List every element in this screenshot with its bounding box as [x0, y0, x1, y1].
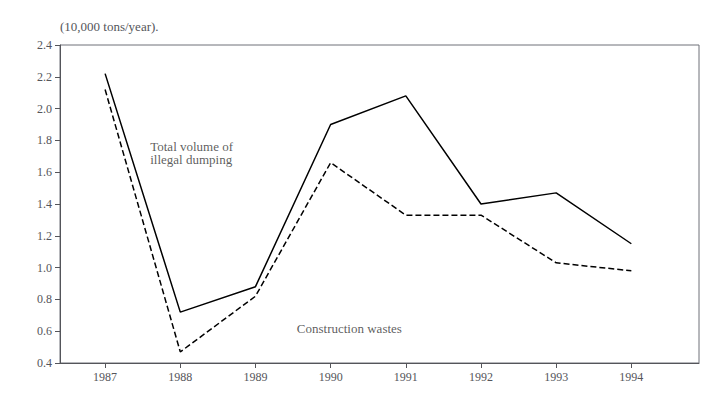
- svg-text:1991: 1991: [394, 370, 418, 384]
- svg-text:1.8: 1.8: [37, 133, 52, 147]
- svg-text:1.0: 1.0: [37, 261, 52, 275]
- svg-text:1.4: 1.4: [37, 197, 52, 211]
- svg-text:1.6: 1.6: [37, 165, 52, 179]
- svg-text:1988: 1988: [168, 370, 192, 384]
- svg-text:0.8: 0.8: [37, 292, 52, 306]
- svg-text:illegal dumping: illegal dumping: [150, 152, 232, 167]
- svg-text:1993: 1993: [544, 370, 568, 384]
- svg-text:1987: 1987: [93, 370, 117, 384]
- svg-text:1994: 1994: [619, 370, 643, 384]
- svg-text:2.2: 2.2: [37, 70, 52, 84]
- svg-text:0.6: 0.6: [37, 324, 52, 338]
- svg-text:1990: 1990: [319, 370, 343, 384]
- svg-text:1992: 1992: [469, 370, 493, 384]
- svg-text:0.4: 0.4: [37, 356, 52, 370]
- svg-text:(10,000 tons/year).: (10,000 tons/year).: [60, 19, 159, 34]
- svg-text:Total volume of: Total volume of: [150, 139, 234, 155]
- svg-text:2.0: 2.0: [37, 102, 52, 116]
- svg-text:2.4: 2.4: [37, 38, 52, 52]
- svg-text:1.2: 1.2: [37, 229, 52, 243]
- svg-text:1989: 1989: [243, 370, 267, 384]
- svg-text:Construction wastes: Construction wastes: [297, 321, 402, 336]
